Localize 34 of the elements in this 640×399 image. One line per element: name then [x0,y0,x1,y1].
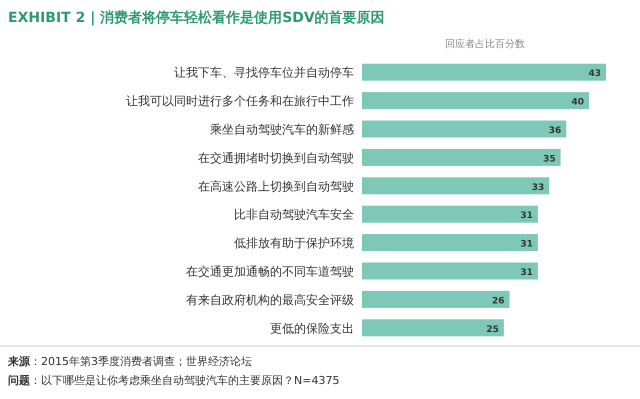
y-tick-label: 低排放有助于保护环境 [234,236,354,250]
y-tick-label: 在高速公路上切换到自动驾驶 [198,179,354,194]
bar [362,234,538,252]
y-tick-label: 在交通拥堵时切换到自动驾驶 [198,150,354,165]
data-label: 31 [520,268,533,278]
y-tick-label: 乘坐自动驾驶汽车的新鲜感 [210,122,354,136]
y-tick-label: 在交通更加通畅的不同车道驾驶 [186,264,354,278]
chart-subtitle: 回应者占比百分数 [445,38,525,50]
bar [362,319,504,336]
text: 来源：2015年第3季度消费者调查；世界经济论坛 [7,355,252,368]
data-label: 31 [520,211,533,222]
bar [362,120,566,138]
y-tick-label: 有来自政府机构的最高安全评级 [186,292,354,307]
text: EXHIBIT 2 | 消费者将停车轻松看作是使用SDV的首要原因 [8,9,385,26]
data-label: 40 [571,98,584,108]
bar [362,64,606,81]
y-tick-label: 更低的保险支出 [270,321,354,336]
data-label: 31 [520,240,533,250]
data-label: 43 [588,69,601,80]
bar [362,92,589,110]
bar [362,148,561,166]
y-tick-label: 让我可以同时进行多个任务和在旅行中工作 [126,94,354,108]
data-label: 36 [548,126,562,136]
y-tick-label: 让我下车、寻找停车位并自动停车 [174,66,354,80]
data-label: 26 [492,296,505,306]
y-tick-label: 比非自动驾驶汽车安全 [234,208,354,222]
data-label: 33 [532,182,544,193]
bar [362,290,510,308]
data-label: 25 [486,324,499,335]
bar [362,206,538,223]
text: 问题：以下哪些是让你考虑乘坐自动驾驶汽车的主要原因？N=4375 [8,374,340,387]
bar [362,177,550,194]
data-label: 35 [543,154,556,164]
bar [362,262,538,280]
